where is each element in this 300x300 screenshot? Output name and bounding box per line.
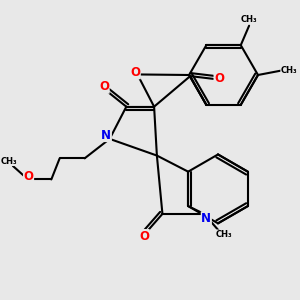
Text: CH₃: CH₃ bbox=[281, 66, 297, 75]
Text: O: O bbox=[139, 230, 149, 243]
Text: O: O bbox=[214, 72, 224, 86]
Text: CH₃: CH₃ bbox=[1, 157, 17, 166]
Text: N: N bbox=[201, 212, 211, 225]
Text: O: O bbox=[23, 169, 34, 183]
Text: CH₃: CH₃ bbox=[241, 15, 257, 24]
Text: O: O bbox=[130, 66, 140, 79]
Text: N: N bbox=[101, 128, 111, 142]
Text: CH₃: CH₃ bbox=[216, 230, 232, 239]
Text: O: O bbox=[99, 80, 109, 93]
